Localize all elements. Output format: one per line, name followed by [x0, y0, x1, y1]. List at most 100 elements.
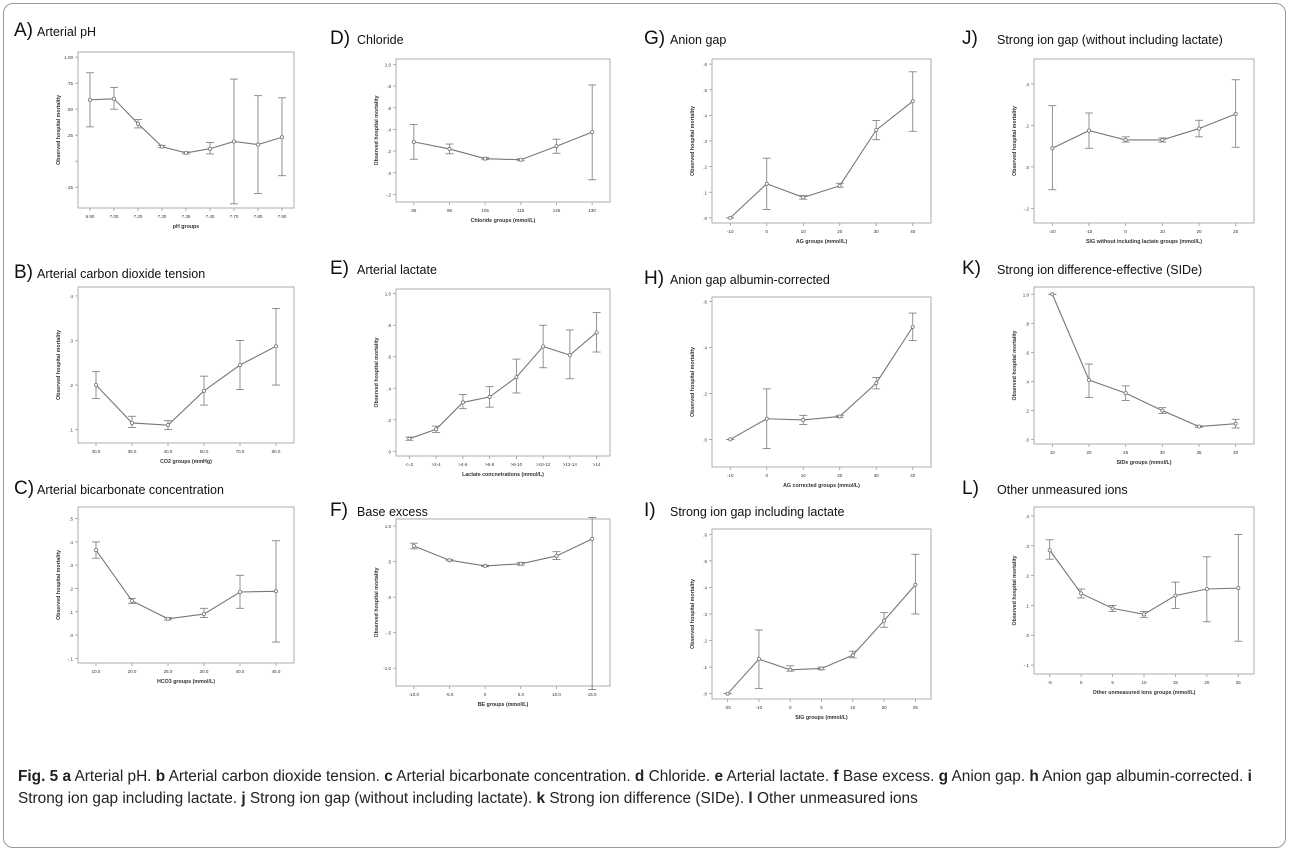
data-point [788, 667, 793, 672]
y-tick-label: .2 [703, 165, 707, 170]
data-point [1233, 421, 1238, 426]
data-point [411, 544, 416, 549]
x-tick-label: -5 [1048, 680, 1052, 685]
x-tick-label: 20 [1196, 229, 1202, 234]
series-line [727, 584, 916, 695]
data-point [207, 146, 212, 151]
x-tick-label: 80.0 [272, 449, 281, 454]
data-point [837, 414, 842, 419]
y-tick-label: .8 [387, 323, 391, 328]
data-point [1087, 378, 1092, 383]
x-tick-label: >10-12 [536, 462, 551, 467]
y-tick-label: .2 [1025, 409, 1029, 414]
x-axis-label: SIDe groups (mmol/L) [1116, 460, 1171, 466]
x-tick-label: 5.0 [518, 692, 525, 697]
y-tick-label: -.1 [1024, 663, 1030, 668]
x-tick-label: -10.0 [409, 692, 420, 697]
y-axis-label: Observed hospital mortality [690, 579, 696, 649]
x-tick-label: 15.0 [588, 692, 597, 697]
x-axis-label: SIG without including lactate groups (mm… [1086, 239, 1202, 245]
data-point [874, 381, 879, 386]
caption-item-text: Arterial bicarbonate concentration. [396, 768, 631, 785]
y-tick-label: .3 [69, 563, 73, 568]
data-point [518, 561, 523, 566]
x-tick-label: 20 [1204, 680, 1210, 685]
x-tick-label: 0 [1080, 680, 1083, 685]
y-axis-label: Observed hospital mortality [1012, 106, 1018, 176]
x-tick-label: 7.40 [206, 214, 215, 219]
data-point [910, 324, 915, 329]
x-tick-label: 5 [1111, 680, 1114, 685]
x-tick-label: >6-8 [485, 462, 495, 467]
x-tick-label: -10 [1086, 229, 1093, 234]
x-tick-label: 20 [837, 473, 843, 478]
x-tick-label: 10.0 [552, 692, 561, 697]
plot-area [77, 51, 295, 209]
panel-title-c: Arterial bicarbonate concentration [37, 483, 224, 497]
y-tick-label: .2 [703, 391, 707, 396]
data-point [166, 616, 171, 621]
series-line [95, 549, 277, 620]
plot-area [1033, 286, 1255, 445]
caption-item-text: Arterial pH. [74, 768, 152, 785]
data-point [1141, 612, 1146, 617]
data-point [112, 96, 117, 101]
x-tick-label: 115 [517, 208, 525, 213]
y-tick-label: .4 [1025, 82, 1029, 87]
x-tick-label: 30.0 [200, 669, 209, 674]
data-point [231, 139, 236, 144]
series-line [89, 98, 283, 154]
y-tick-label: 1.0 [385, 524, 392, 529]
data-point [514, 375, 519, 380]
data-point [728, 437, 733, 442]
y-tick-label: .4 [703, 113, 707, 118]
y-tick-label: .0 [703, 692, 707, 697]
data-point [201, 612, 206, 617]
x-axis-label: Lactate concnetrations (mmol/L) [462, 472, 544, 478]
caption-fig-label: Fig. 5 [18, 768, 59, 785]
caption-letter: c [384, 768, 393, 785]
y-tick-label: -.2 [1024, 206, 1030, 211]
plot-area [711, 296, 932, 468]
y-tick-label: .4 [703, 346, 707, 351]
y-tick-label: -.2 [386, 192, 392, 197]
panel-letter-h: H) [644, 268, 665, 289]
data-point [255, 142, 260, 147]
data-point [1050, 146, 1055, 151]
data-point [590, 536, 595, 541]
caption-letter: d [634, 768, 645, 785]
data-point [136, 121, 141, 126]
panel-letter-j: J) [962, 28, 978, 49]
y-tick-label: .1 [69, 610, 73, 615]
chart-j: -.2 .0 .2 .4 -20 -10 0 10 20 25 SIG without includ… [1012, 58, 1255, 245]
caption-letter: e [714, 768, 724, 785]
x-tick-label: 50.0 [200, 449, 209, 454]
data-point [1236, 586, 1241, 591]
x-tick-label: 25 [1123, 450, 1129, 455]
caption-item-text: Base excess. [842, 768, 935, 785]
data-point [94, 383, 99, 388]
y-tick-label: .2 [387, 418, 391, 423]
x-tick-label: 40 [1233, 450, 1239, 455]
data-point [434, 427, 439, 432]
data-point [554, 553, 559, 558]
y-tick-label: .1 [703, 190, 707, 195]
y-tick-label: .3 [69, 338, 73, 343]
y-tick-label: .6 [1025, 350, 1029, 355]
x-tick-label: >2-4 [432, 462, 442, 467]
data-point [728, 215, 733, 220]
panel-title-f: Base excess [357, 505, 428, 519]
x-tick-label: 0 [765, 229, 768, 234]
caption-item-text: Strong ion gap including lactate. [18, 790, 238, 807]
x-tick-label: 7.90 [278, 214, 287, 219]
panel-title-i: Strong ion gap including lactate [670, 505, 845, 519]
x-tick-label: 5 [820, 705, 823, 710]
y-tick-label: .4 [69, 294, 73, 299]
data-point [94, 548, 99, 553]
y-tick-label: .4 [703, 585, 707, 590]
x-tick-label: 105 [481, 208, 489, 213]
x-tick-label: -10 [727, 473, 734, 478]
caption-letter: i [1247, 768, 1252, 785]
x-axis-label: AG groups (mmol/L) [796, 239, 847, 245]
series-line [413, 131, 593, 161]
